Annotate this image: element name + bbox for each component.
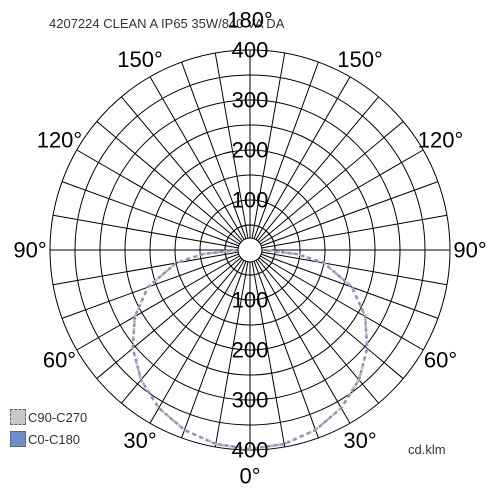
intensity-curves [131,248,369,451]
grid-spoke [261,214,448,249]
chart-title: 4207224 CLEAN A IP65 35W/840 VA DA [49,16,285,31]
radial-tick-label: 400 [232,38,269,63]
legend-label-c90-c270: C90-C270 [28,409,88,425]
radial-tick-label: 300 [232,388,269,413]
radial-tick-label: 200 [232,138,269,163]
grid-spoke [181,61,247,239]
grid-spoke [96,121,242,243]
angle-label: 60° [43,348,76,373]
grid-spoke [255,260,351,424]
grid-spoke [181,261,247,439]
grid-spoke [260,255,424,351]
grid-spoke [258,121,404,243]
grid-spoke [251,52,286,239]
grid-spoke [149,260,245,424]
grid-spoke [261,181,439,247]
grid-spoke [253,61,319,239]
inner-grid-circle [237,237,263,263]
angle-label: 90° [13,238,46,263]
grid-spoke [214,52,249,239]
angle-label: 90° [453,238,486,263]
grid-spoke [258,257,404,379]
angle-label: 150° [337,47,383,72]
angle-label: 180° [227,8,273,33]
grid-spoke [52,251,239,286]
angle-label: 30° [343,428,376,453]
legend-item-c0-c180: C0-C180 [10,428,87,450]
radial-tick-label: 300 [232,88,269,113]
radial-tick-label: 200 [232,338,269,363]
grid-spoke [96,257,242,379]
grid-spoke [52,214,239,249]
curve-c0-c180 [131,248,369,451]
grid-spoke [76,149,240,245]
grid-spoke [260,149,424,245]
polar-grid [49,49,451,451]
angle-label: 120° [37,128,83,153]
angle-label: 0° [239,464,260,489]
grid-spoke [149,76,245,240]
grid-spoke [261,251,448,286]
grid-spoke [253,261,319,439]
legend-item-c90-c270: C90-C270 [10,406,87,428]
angle-label: 60° [424,348,457,373]
legend: C90-C270 C0-C180 [10,406,87,450]
grid-spoke [251,261,286,448]
angle-label: 120° [418,128,464,153]
grid-spoke [121,96,243,242]
legend-label-c0-c180: C0-C180 [28,431,81,447]
grid-spoke [255,76,351,240]
grid-spoke [61,181,239,247]
grid-spoke [214,261,249,448]
angle-label: 30° [123,428,156,453]
unit-label: cd.klm [408,442,446,457]
grid-spoke [76,255,240,351]
angle-label: 150° [117,47,163,72]
grid-spoke [257,96,379,242]
radial-tick-label: 400 [232,438,269,463]
radial-tick-label: 100 [232,188,269,213]
radial-tick-label: 100 [232,288,269,313]
legend-swatch-c0-c180 [10,431,26,447]
legend-swatch-c90-c270 [10,409,26,425]
